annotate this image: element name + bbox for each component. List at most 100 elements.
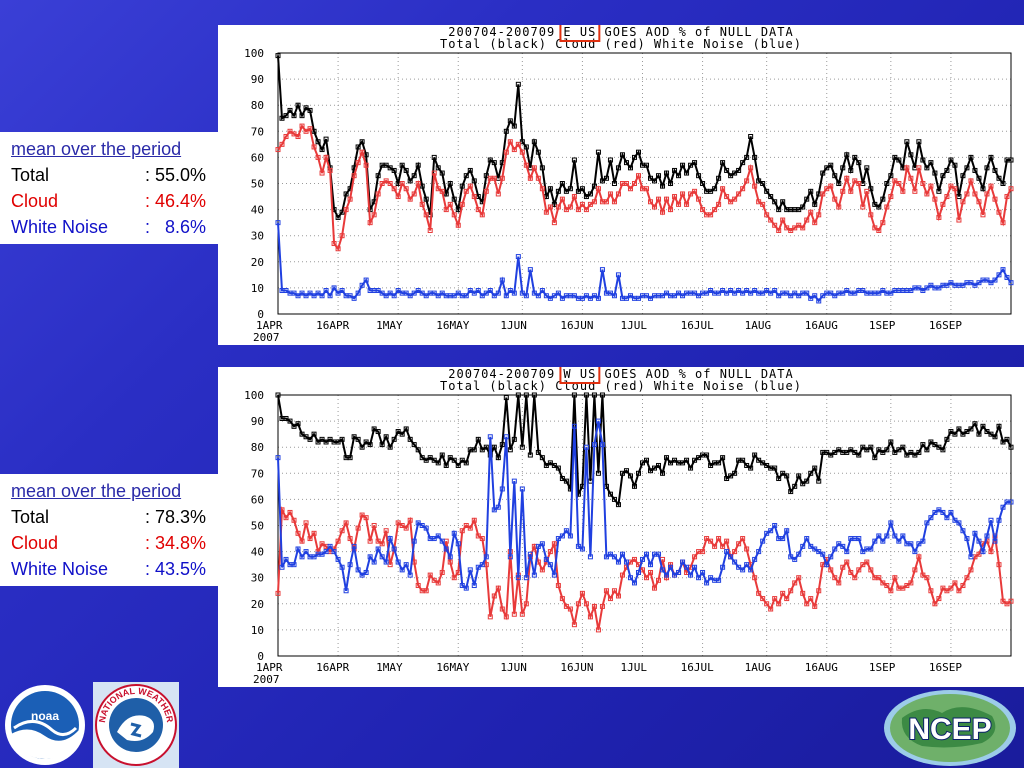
west-us-point-total [908, 449, 914, 455]
east-us-point-cloud [555, 204, 561, 210]
east-us-point-total [439, 170, 445, 176]
east-us-point-total [892, 154, 898, 160]
east-us-point-white-noise [275, 220, 281, 226]
east-us-point-white-noise [471, 290, 477, 296]
west-us-point-white-noise [399, 567, 405, 573]
east-us-point-white-noise [591, 293, 597, 299]
east-us-point-white-noise [535, 293, 541, 299]
east-us-point-total [511, 123, 517, 129]
east-us-point-cloud [856, 181, 862, 186]
legend-noise-value: : 43.5% [145, 559, 207, 579]
east-us-point-cloud [299, 123, 305, 129]
west-us-point-cloud [864, 559, 870, 565]
east-us-point-white-noise [852, 290, 858, 296]
east-us-point-total [716, 175, 722, 181]
west-us-point-total [627, 473, 633, 479]
west-us-point-cloud [587, 614, 593, 620]
west-us-point-cloud [607, 596, 613, 602]
east-us-point-white-noise [664, 290, 670, 296]
east-us-point-cloud [1008, 186, 1014, 192]
west-us-point-total [551, 462, 557, 468]
west-us-point-total [680, 460, 686, 466]
east-us-x-tick-label: 1MAY [376, 319, 403, 332]
east-us-point-total [403, 167, 409, 173]
east-us-point-white-noise [772, 288, 778, 294]
east-us-y-tick-label: 0 [257, 308, 264, 321]
west-us-y-tick-label: 90 [251, 415, 264, 428]
west-us-point-white-noise [607, 551, 613, 557]
east-us-point-cloud [928, 183, 934, 189]
west-us-point-total [503, 395, 509, 401]
west-us-point-total [539, 455, 545, 461]
west-us-point-total [720, 455, 726, 461]
west-us-point-white-noise [539, 541, 545, 547]
east-us-point-white-noise [860, 288, 866, 294]
east-us-point-white-noise [495, 290, 501, 296]
west-us-point-cloud [631, 556, 637, 562]
west-us-point-white-noise [303, 549, 309, 555]
east-us-point-cloud [587, 201, 593, 207]
east-us-point-total [435, 165, 441, 171]
east-us-point-cloud [475, 207, 481, 213]
west-us-point-total [463, 460, 469, 466]
east-us-point-white-noise [295, 293, 301, 299]
east-us-point-cloud [583, 207, 589, 213]
east-us-point-white-noise [315, 290, 321, 296]
east-us-point-cloud [768, 217, 774, 223]
west-us-point-cloud [303, 520, 309, 526]
east-us-point-white-noise [924, 285, 930, 291]
west-us-series-cloud [275, 505, 1014, 633]
east-us-point-total [615, 165, 621, 171]
noaa-logo-text: noaa [31, 709, 59, 723]
east-us-point-total [736, 167, 742, 173]
east-us-point-cloud [932, 196, 938, 202]
east-us-point-total [992, 167, 998, 173]
east-us-point-total [603, 175, 609, 181]
east-us-point-total [315, 139, 321, 145]
east-us-region-highlight-box [559, 25, 601, 42]
west-us-point-total [684, 457, 690, 463]
east-us-point-cloud [828, 183, 834, 189]
east-us-point-cloud [656, 196, 662, 202]
east-us-x-tick-label: 1SEP [869, 319, 896, 332]
east-us-point-cloud [307, 126, 313, 132]
west-us-point-white-noise [491, 507, 497, 513]
west-us-point-white-noise [672, 572, 678, 578]
east-us-point-total [896, 157, 902, 163]
west-us-point-white-noise [559, 533, 565, 539]
east-us-title-subject: GOES AOD % of NULL DATA [596, 25, 793, 39]
east-us-point-cloud [295, 134, 301, 140]
east-us-point-white-noise [976, 280, 982, 286]
east-us-point-total [311, 128, 317, 134]
east-us-point-white-noise [559, 295, 565, 301]
east-us-point-total [295, 102, 301, 108]
east-us-point-white-noise [720, 288, 726, 294]
west-us-point-white-noise [295, 546, 301, 552]
west-us-point-white-noise [531, 572, 537, 578]
east-us-point-total [744, 154, 750, 160]
west-us-point-cloud [495, 585, 501, 591]
west-us-point-white-noise [748, 567, 754, 573]
east-us-point-white-noise [644, 293, 650, 299]
west-us-point-cloud [427, 572, 433, 578]
east-us-point-cloud [575, 207, 581, 213]
west-us-point-white-noise [591, 442, 597, 448]
west-us-point-cloud [804, 601, 810, 607]
east-us-point-total [487, 157, 493, 163]
east-us-point-cloud [567, 204, 573, 210]
east-us-point-white-noise [299, 290, 305, 296]
west-us-point-total [852, 449, 858, 455]
east-us-point-cloud [972, 191, 978, 197]
east-us-point-total [539, 165, 545, 171]
west-us-point-total [796, 473, 802, 479]
west-us-point-white-noise [619, 551, 625, 557]
east-us-point-cloud [539, 186, 545, 192]
west-us-title-line1: 200704-200709 W US GOES AOD % of NULL DA… [448, 367, 793, 381]
east-us-point-total [984, 165, 990, 171]
east-us-point-cloud [788, 227, 794, 233]
east-us-point-total [756, 178, 762, 184]
west-us-point-total [872, 455, 878, 461]
west-us-point-cloud [395, 520, 401, 526]
east-us-point-white-noise [660, 293, 666, 299]
west-us-point-white-noise [611, 554, 617, 560]
